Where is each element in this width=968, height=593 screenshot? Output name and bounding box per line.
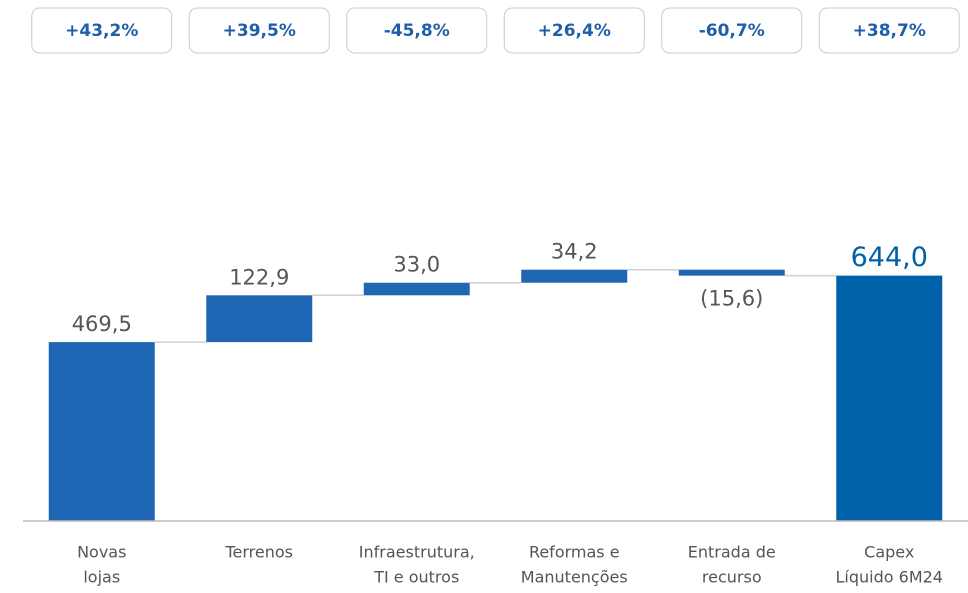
bar (363, 282, 470, 296)
total-bar (836, 275, 943, 521)
x-tick-label: Manutenções (521, 568, 628, 587)
bar (678, 269, 785, 276)
value-label: 122,9 (229, 265, 289, 289)
badge-box (818, 7, 960, 54)
badge-box (188, 7, 330, 54)
value-label: 33,0 (393, 253, 440, 277)
x-tick-label: TI e outros (373, 568, 459, 587)
badge-text: +26,4% (538, 21, 611, 41)
x-tick-label: Infraestrutura, (359, 543, 475, 562)
badge-box (346, 7, 488, 54)
badge-text: +39,5% (223, 21, 296, 41)
badge-box (31, 7, 173, 54)
bar (521, 269, 628, 283)
badge-box (661, 7, 803, 54)
x-tick-label: Capex (864, 543, 914, 562)
value-label: 644,0 (851, 242, 928, 273)
badge-text: -45,8% (384, 21, 450, 41)
x-tick-label: Entrada de (688, 543, 776, 562)
value-label: 34,2 (551, 240, 598, 264)
badge-box (503, 7, 645, 54)
bar (206, 295, 313, 343)
x-tick-label: recurso (702, 568, 762, 587)
x-tick-label: Líquido 6M24 (836, 568, 943, 587)
badge-text: -60,7% (699, 21, 765, 41)
x-tick-label: Terrenos (224, 543, 293, 562)
x-tick-label: lojas (83, 568, 120, 587)
badge-text: +38,7% (853, 21, 926, 41)
x-tick-label: Reformas e (529, 543, 620, 562)
x-tick-label: Novas (77, 543, 126, 562)
bar (48, 342, 155, 521)
value-label: (15,6) (700, 287, 763, 311)
badge-text: +43,2% (65, 21, 138, 41)
value-label: 469,5 (72, 312, 132, 336)
